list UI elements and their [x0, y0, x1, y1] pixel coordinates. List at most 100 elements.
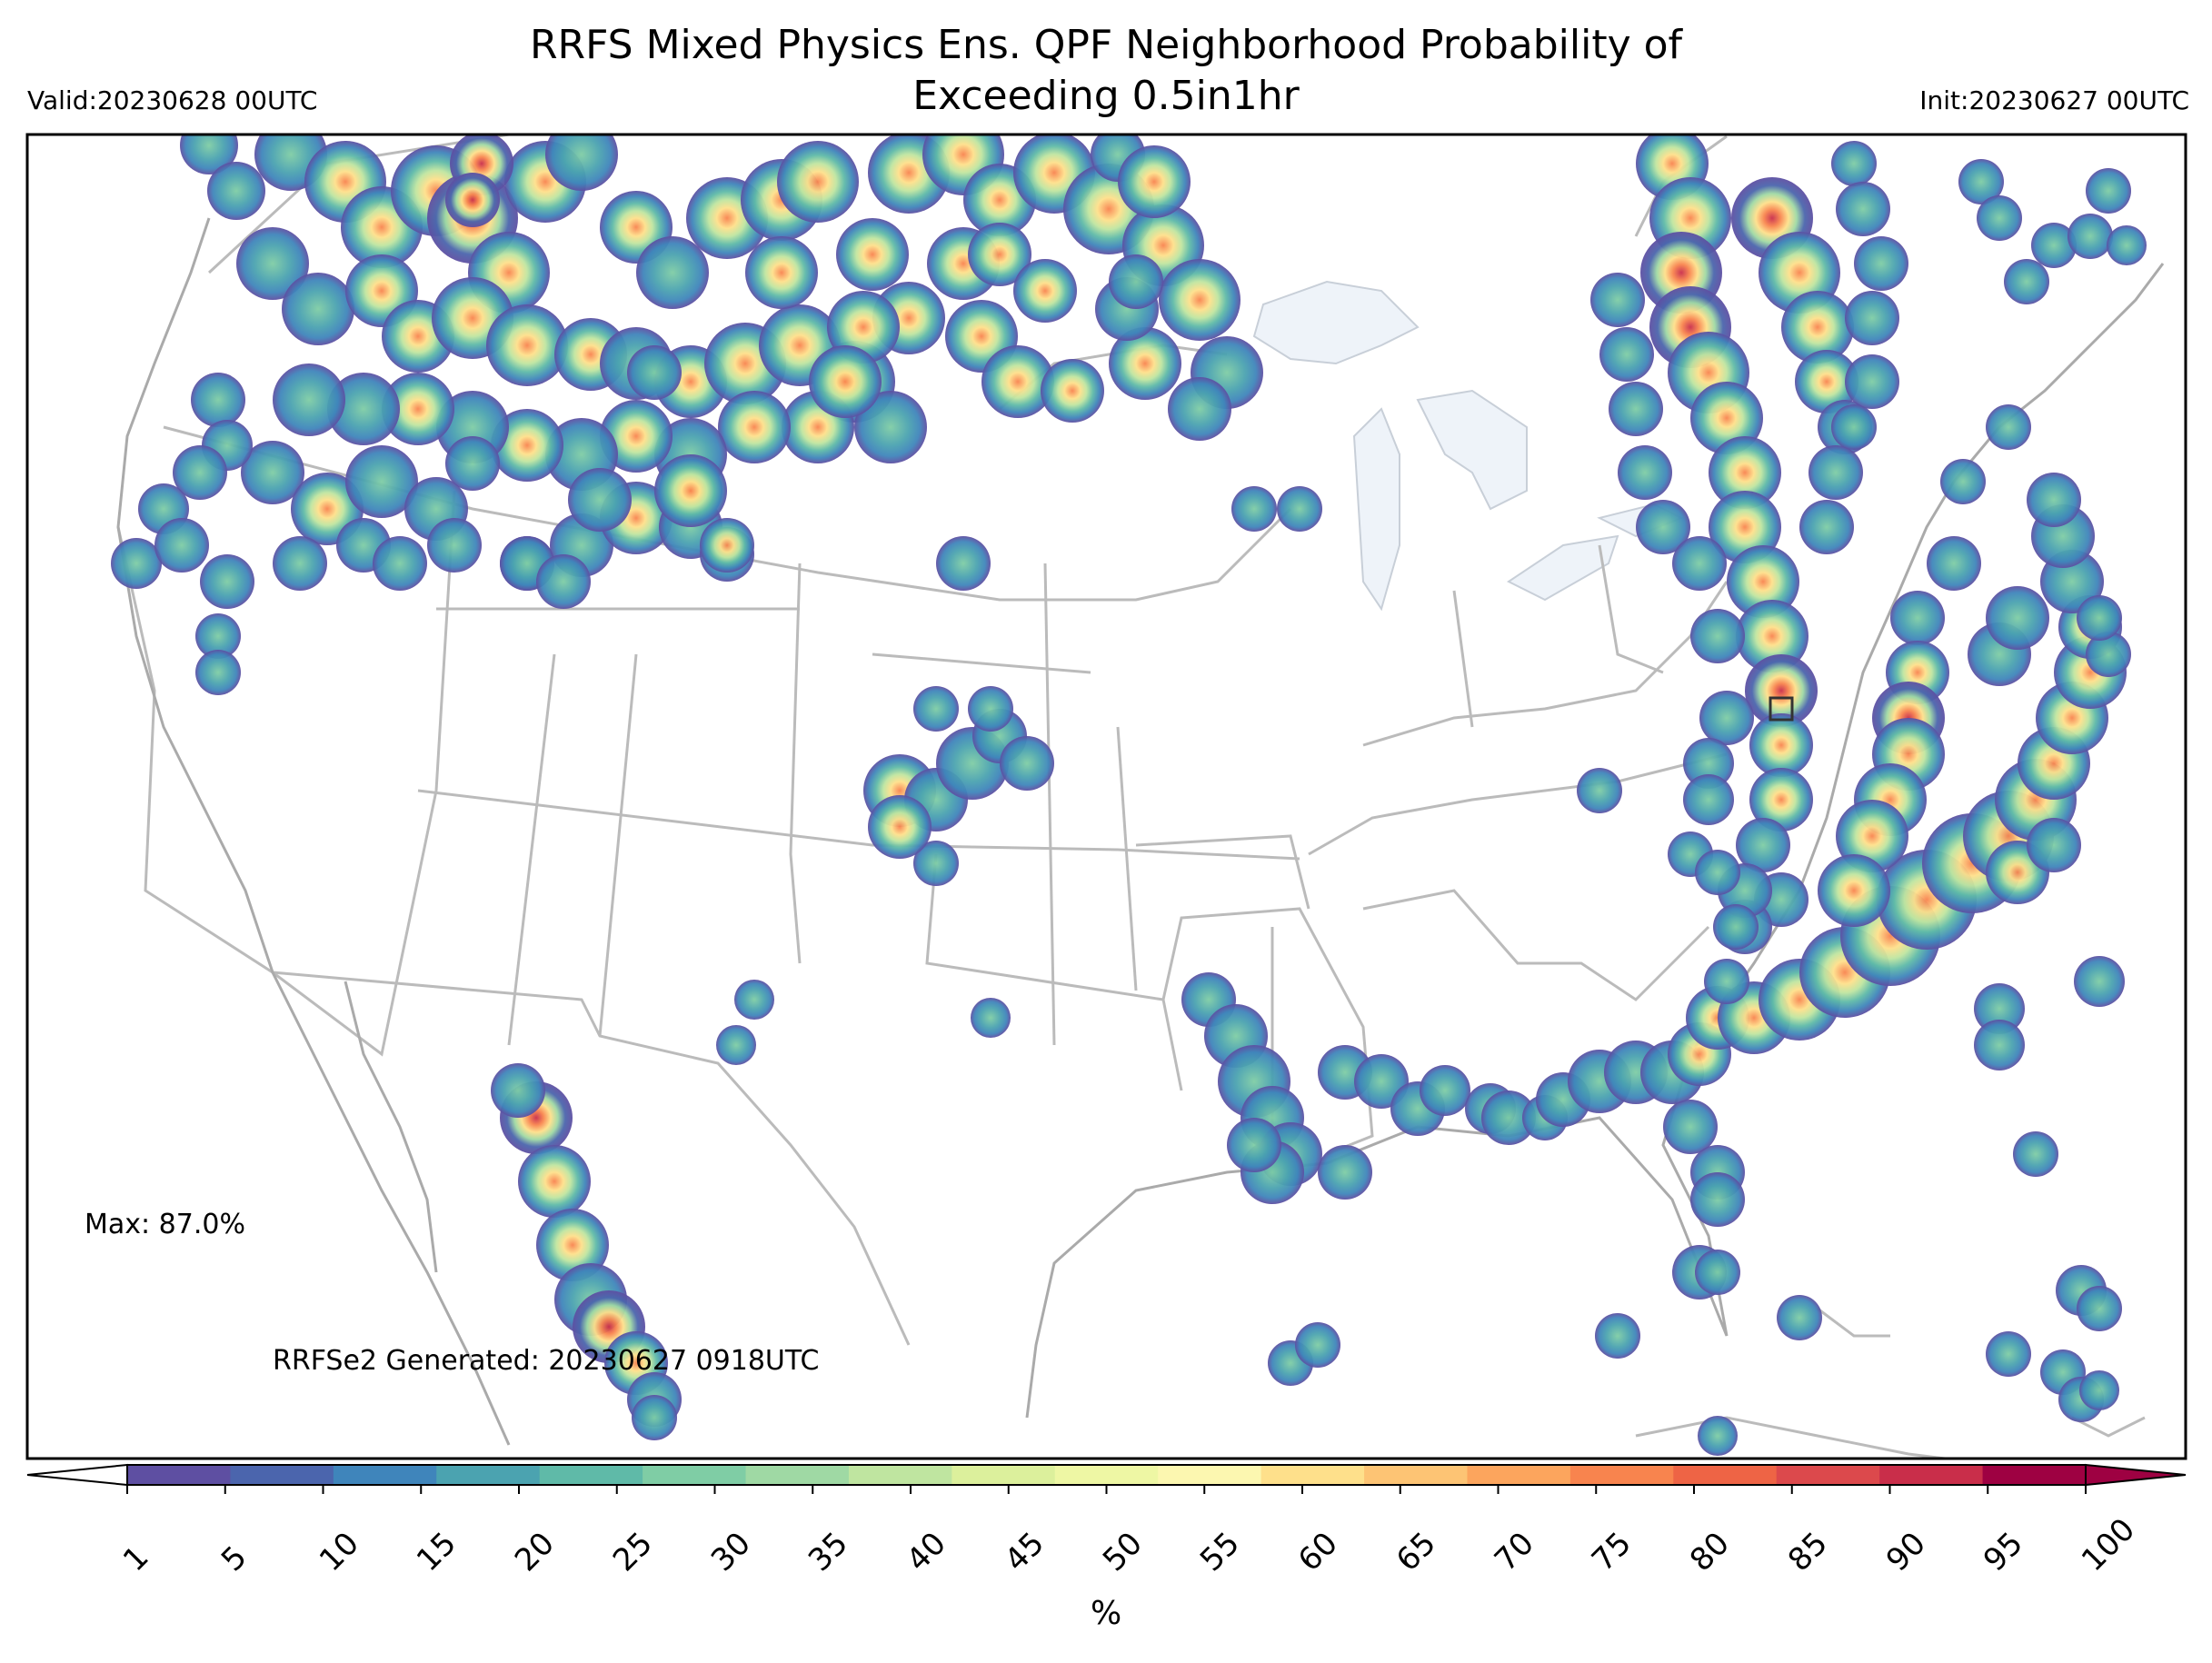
colorbar [26, 1463, 2187, 1494]
colorbar-segment [1673, 1465, 1778, 1485]
probability-cell [1690, 1172, 1745, 1227]
probability-cell [1041, 359, 1104, 423]
probability-cell [1986, 586, 2049, 650]
title-line-2: Exceeding 0.5in1hr [912, 73, 1300, 119]
probability-cell [1709, 436, 1781, 509]
generated-label: RRFSe2 Generated: 20230627 0918UTC [273, 1345, 819, 1377]
probability-cell [1636, 500, 1690, 554]
probability-cell [445, 436, 500, 491]
colorbar-segment [1260, 1465, 1365, 1485]
map-title: RRFS Mixed Physics Ens. QPF Neighborhood… [0, 20, 2212, 122]
colorbar-segment [1467, 1465, 1571, 1485]
probability-cell [195, 613, 241, 659]
probability-cell [2074, 956, 2125, 1007]
probability-cell [486, 304, 568, 386]
probability-cell [636, 236, 709, 309]
probability-cell [427, 518, 482, 573]
probability-cell [282, 273, 354, 345]
probability-cell [2086, 168, 2131, 214]
probability-cell [1118, 145, 1191, 218]
probability-cell [236, 227, 309, 300]
probability-cell [1781, 291, 1854, 363]
probability-cell [1599, 327, 1654, 382]
probability-cell [1845, 354, 1899, 409]
probability-cell [2086, 632, 2131, 677]
probability-cell [1595, 1313, 1640, 1359]
colorbar-segment [1569, 1465, 1674, 1485]
colorbar-segment [745, 1465, 850, 1485]
probability-cell [836, 218, 909, 291]
probability-cell [1974, 1020, 2025, 1070]
probability-cell [2107, 225, 2147, 265]
probability-cell [1986, 1331, 2031, 1377]
colorbar-segment [1982, 1465, 2087, 1485]
probability-cell [1420, 1065, 1470, 1116]
probability-cell [1227, 1118, 1281, 1172]
colorbar-segment [230, 1465, 334, 1485]
probability-cell [1974, 983, 2025, 1034]
probability-cell [1109, 254, 1163, 309]
probability-cell [1577, 768, 1622, 813]
probability-cell [936, 536, 991, 591]
probability-cell [2077, 595, 2122, 641]
probability-cell [1940, 459, 1986, 504]
probability-cell [1736, 818, 1790, 872]
probability-cell [1890, 591, 1945, 645]
probability-cell [1295, 1322, 1340, 1368]
probability-cell [1745, 654, 1818, 727]
probability-cell [2031, 223, 2077, 268]
probability-cell [1854, 236, 1908, 291]
probability-cell [971, 998, 1011, 1038]
probability-cell [1683, 738, 1734, 789]
probability-cell [173, 445, 227, 500]
probability-cell [1831, 404, 1877, 450]
probability-cell [241, 441, 304, 504]
probability-cell [1231, 486, 1277, 532]
probability-cell [1159, 259, 1241, 341]
probability-cell [716, 1025, 756, 1065]
probability-cell [1695, 850, 1740, 895]
probability-cell [200, 554, 254, 609]
valid-time: Valid:20230628 00UTC [27, 85, 318, 115]
probability-cell [180, 134, 238, 174]
probability-cell [1481, 1090, 1536, 1145]
probability-cell [968, 686, 1013, 732]
probability-cell [981, 345, 1054, 418]
probability-cell [2013, 1131, 2058, 1177]
colorbar-segment [952, 1465, 1056, 1485]
probability-cell [273, 363, 345, 436]
probability-cell [445, 173, 500, 227]
probability-cell [382, 373, 454, 445]
probability-cell [1704, 959, 1749, 1004]
probability-cell [1690, 609, 1745, 663]
probability-cell [2068, 214, 2113, 259]
probability-cell [1799, 500, 1854, 554]
probability-field [111, 134, 2147, 1456]
probability-cell [1168, 377, 1231, 441]
title-line-1: RRFS Mixed Physics Ens. QPF Neighborhood… [529, 22, 1683, 68]
probability-cell [1927, 536, 1981, 591]
colorbar-segment [333, 1465, 437, 1485]
great-lakes [1252, 280, 1684, 612]
probability-cell [195, 650, 241, 695]
probability-cell [1818, 854, 1890, 927]
colorbar-segment [1158, 1465, 1262, 1485]
probability-cell [627, 345, 682, 400]
probability-cell [1663, 1100, 1718, 1154]
probability-cell [327, 373, 400, 445]
probability-cell [1986, 404, 2031, 450]
probability-cell [1836, 182, 1890, 236]
colorbar-segment [1776, 1465, 1880, 1485]
probability-cell [1618, 445, 1672, 500]
max-label: Max: 87.0% [85, 1209, 245, 1240]
location-marker [1769, 696, 1794, 722]
probability-cell [1749, 768, 1813, 832]
colorbar-segment [1054, 1465, 1159, 1485]
probability-cell [968, 223, 1031, 286]
probability-cell [207, 162, 265, 220]
probability-cell [1277, 486, 1322, 532]
probability-cell [1683, 774, 1734, 825]
probability-cell [1831, 141, 1877, 186]
map-frame [25, 133, 2187, 1460]
